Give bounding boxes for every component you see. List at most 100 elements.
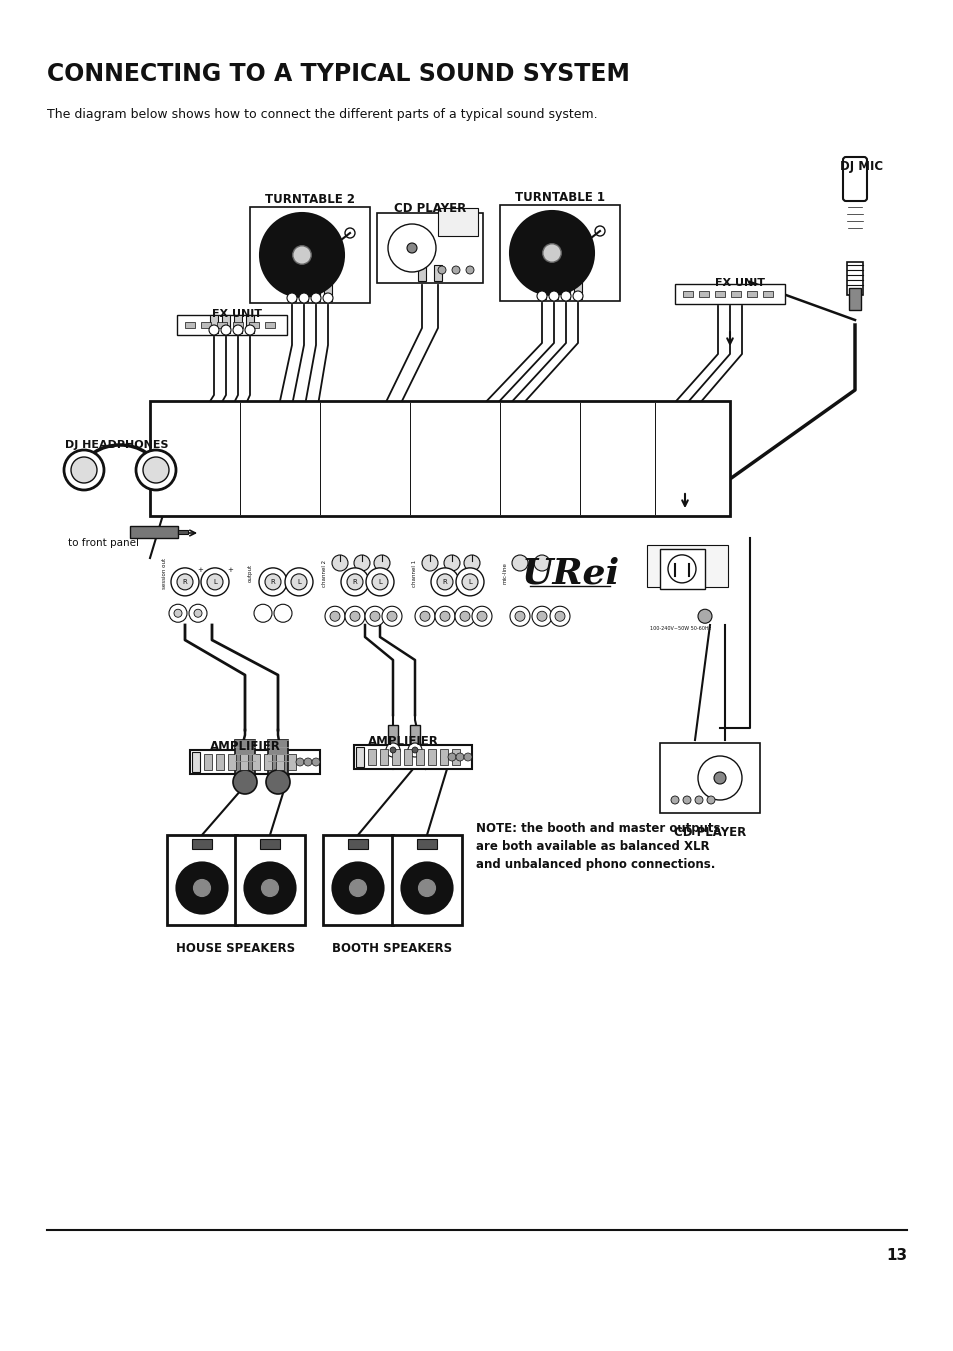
Circle shape: [349, 880, 366, 897]
Circle shape: [415, 607, 435, 627]
Bar: [416, 748, 423, 765]
Circle shape: [64, 450, 104, 490]
Circle shape: [345, 607, 365, 627]
Bar: [355, 747, 364, 767]
Circle shape: [407, 243, 416, 253]
Bar: [550, 281, 558, 299]
Text: L: L: [213, 578, 216, 585]
Circle shape: [412, 747, 417, 753]
Bar: [730, 290, 740, 297]
Circle shape: [390, 747, 395, 753]
Bar: [185, 322, 194, 328]
Bar: [299, 282, 308, 301]
Bar: [228, 754, 235, 770]
Bar: [252, 754, 260, 770]
Circle shape: [560, 290, 571, 301]
Text: channel 1: channel 1: [412, 559, 417, 586]
Bar: [264, 754, 272, 770]
Circle shape: [465, 266, 474, 274]
Circle shape: [265, 574, 281, 590]
Circle shape: [532, 607, 552, 627]
Bar: [167, 835, 236, 925]
Circle shape: [388, 224, 436, 272]
Text: FX UNIT: FX UNIT: [212, 309, 262, 319]
Bar: [178, 530, 188, 534]
Bar: [192, 753, 200, 771]
Circle shape: [171, 567, 199, 596]
Circle shape: [366, 567, 394, 596]
Circle shape: [143, 457, 169, 484]
Bar: [288, 282, 295, 301]
Circle shape: [365, 607, 385, 627]
Circle shape: [667, 555, 696, 582]
Text: TURNTABLE 2: TURNTABLE 2: [265, 193, 355, 205]
Bar: [428, 748, 436, 765]
Circle shape: [177, 574, 193, 590]
Text: +: +: [196, 567, 203, 573]
Circle shape: [209, 326, 219, 335]
Circle shape: [274, 604, 292, 623]
Circle shape: [291, 574, 307, 590]
Circle shape: [537, 611, 546, 621]
Bar: [233, 315, 242, 332]
Bar: [354, 744, 472, 769]
Circle shape: [463, 555, 479, 571]
Bar: [204, 754, 212, 770]
Circle shape: [332, 555, 348, 571]
Circle shape: [381, 607, 401, 627]
Circle shape: [386, 743, 399, 757]
Bar: [348, 839, 368, 848]
Bar: [150, 401, 729, 516]
Circle shape: [285, 567, 313, 596]
Bar: [246, 315, 253, 332]
Bar: [240, 754, 248, 770]
Circle shape: [312, 758, 319, 766]
Text: L: L: [468, 578, 472, 585]
Circle shape: [330, 611, 339, 621]
Bar: [714, 290, 724, 297]
Bar: [130, 526, 178, 538]
Circle shape: [408, 743, 421, 757]
Circle shape: [463, 753, 472, 761]
Circle shape: [345, 228, 355, 238]
Circle shape: [512, 555, 527, 571]
Text: channel 2: channel 2: [322, 559, 327, 586]
Bar: [268, 740, 288, 782]
Circle shape: [323, 293, 333, 303]
Circle shape: [456, 753, 463, 761]
Text: 100-240V~50W 50-60Hz: 100-240V~50W 50-60Hz: [649, 627, 711, 631]
Bar: [216, 322, 227, 328]
Bar: [434, 265, 441, 281]
Circle shape: [370, 611, 379, 621]
Text: BOOTH SPEAKERS: BOOTH SPEAKERS: [332, 942, 452, 955]
Bar: [376, 213, 482, 282]
Bar: [848, 288, 861, 309]
Circle shape: [311, 293, 320, 303]
Circle shape: [419, 611, 430, 621]
Circle shape: [448, 753, 456, 761]
Bar: [537, 281, 545, 299]
Text: 13: 13: [885, 1248, 906, 1263]
Circle shape: [287, 293, 296, 303]
Bar: [234, 740, 254, 782]
Bar: [762, 290, 772, 297]
Bar: [574, 281, 581, 299]
Bar: [452, 748, 459, 765]
Circle shape: [421, 555, 437, 571]
Text: TURNTABLE 1: TURNTABLE 1: [515, 190, 604, 204]
Circle shape: [418, 880, 435, 897]
Text: NOTE: the booth and master outputs
are both available as balanced XLR
and unbala: NOTE: the booth and master outputs are b…: [476, 821, 720, 871]
Bar: [746, 290, 757, 297]
Circle shape: [515, 611, 524, 621]
Bar: [210, 315, 218, 332]
Circle shape: [245, 863, 294, 913]
Bar: [192, 839, 212, 848]
Circle shape: [437, 266, 446, 274]
Circle shape: [435, 607, 455, 627]
Bar: [416, 839, 436, 848]
Circle shape: [233, 770, 256, 794]
Circle shape: [695, 796, 702, 804]
Bar: [215, 754, 224, 770]
Text: L: L: [377, 578, 381, 585]
Circle shape: [304, 758, 312, 766]
